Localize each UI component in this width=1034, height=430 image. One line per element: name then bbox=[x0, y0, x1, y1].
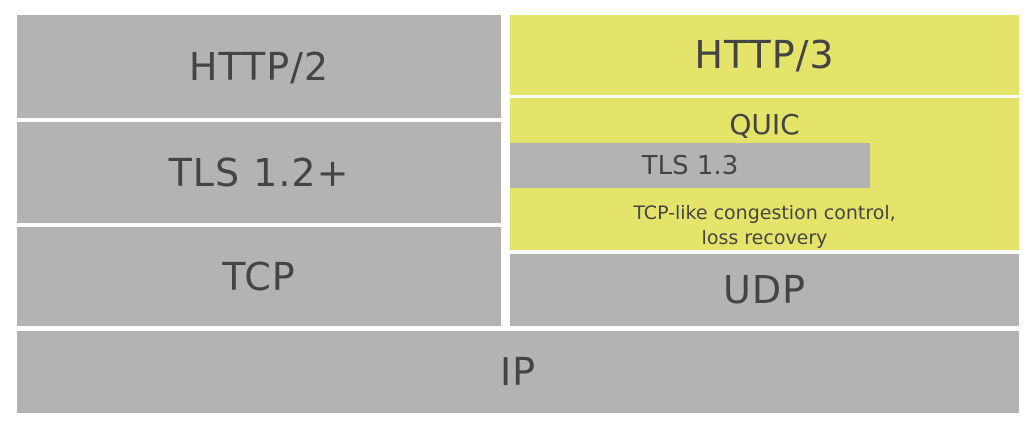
congestion-line-1: TCP-like congestion control, bbox=[633, 202, 896, 224]
tls13-layer: TLS 1.3 bbox=[510, 143, 870, 188]
tls13-label: TLS 1.3 bbox=[641, 150, 739, 181]
tls12-label: TLS 1.2+ bbox=[168, 150, 350, 195]
http3-label: HTTP/3 bbox=[694, 33, 835, 77]
udp-label: UDP bbox=[723, 268, 806, 312]
congestion-line-2: loss recovery bbox=[701, 227, 828, 249]
tcp-layer: TCP bbox=[17, 227, 501, 326]
ip-label: IP bbox=[499, 350, 537, 394]
http3-layer: HTTP/3 bbox=[510, 15, 1019, 95]
quic-label: QUIC bbox=[729, 108, 800, 141]
quic-layer: QUIC TLS 1.3 TCP-like congestion control… bbox=[510, 98, 1019, 250]
congestion-control-text: TCP-like congestion control, loss recove… bbox=[510, 201, 1019, 251]
http2-label: HTTP/2 bbox=[188, 44, 330, 89]
ip-layer: IP bbox=[17, 331, 1019, 413]
tcp-label: TCP bbox=[222, 254, 296, 299]
http2-layer: HTTP/2 bbox=[17, 15, 501, 118]
udp-layer: UDP bbox=[510, 254, 1019, 326]
tls12-layer: TLS 1.2+ bbox=[17, 122, 501, 223]
